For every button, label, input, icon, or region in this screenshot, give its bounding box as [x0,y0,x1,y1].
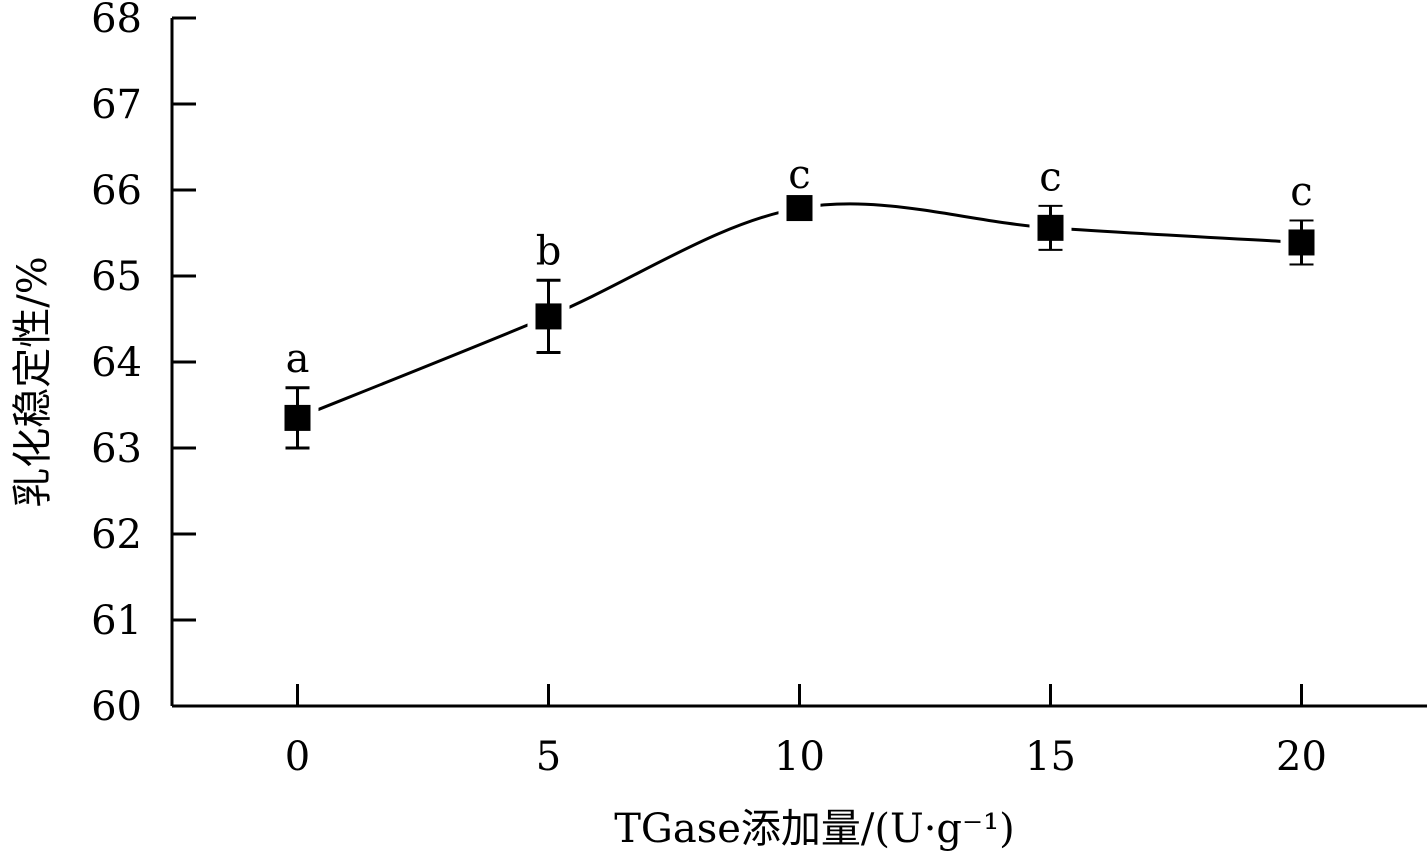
data-points [276,187,1323,448]
x-tick-label: 20 [1276,734,1327,780]
x-tick-label: 5 [536,734,561,780]
x-axis-ticks: 0 5 10 15 20 [285,684,1327,780]
y-tick-label: 60 [91,684,142,730]
axes [170,18,1427,708]
significance-label: c [1039,154,1061,200]
y-tick-label: 65 [91,254,142,300]
y-tick-label: 66 [91,168,142,214]
data-point [1037,214,1064,241]
significance-label: c [1290,169,1312,215]
y-tick-label: 63 [91,426,142,472]
y-tick-label: 67 [91,82,142,128]
x-axis-title: TGase添加量/(U·g⁻¹) [614,806,1015,852]
significance-label: a [286,336,310,382]
x-tick-label: 0 [285,734,310,780]
x-tick-label: 10 [774,734,825,780]
error-bars [285,202,1314,450]
y-tick-label: 68 [91,0,142,42]
significance-label: c [788,152,810,198]
significance-labels: a b c c c [286,152,1313,382]
y-axis-title: 乳化稳定性/% [10,256,56,507]
data-point [786,195,813,222]
data-point [1288,229,1315,256]
y-axis-ticks: 60 61 62 63 64 65 66 67 68 [91,0,196,730]
y-tick-label: 64 [91,340,142,386]
significance-label: b [536,228,562,274]
data-point [535,303,562,330]
series-curve [296,202,1302,420]
y-tick-label: 62 [91,512,142,558]
x-tick-label: 15 [1025,734,1076,780]
y-tick-label: 61 [91,598,142,644]
data-point [284,404,311,431]
